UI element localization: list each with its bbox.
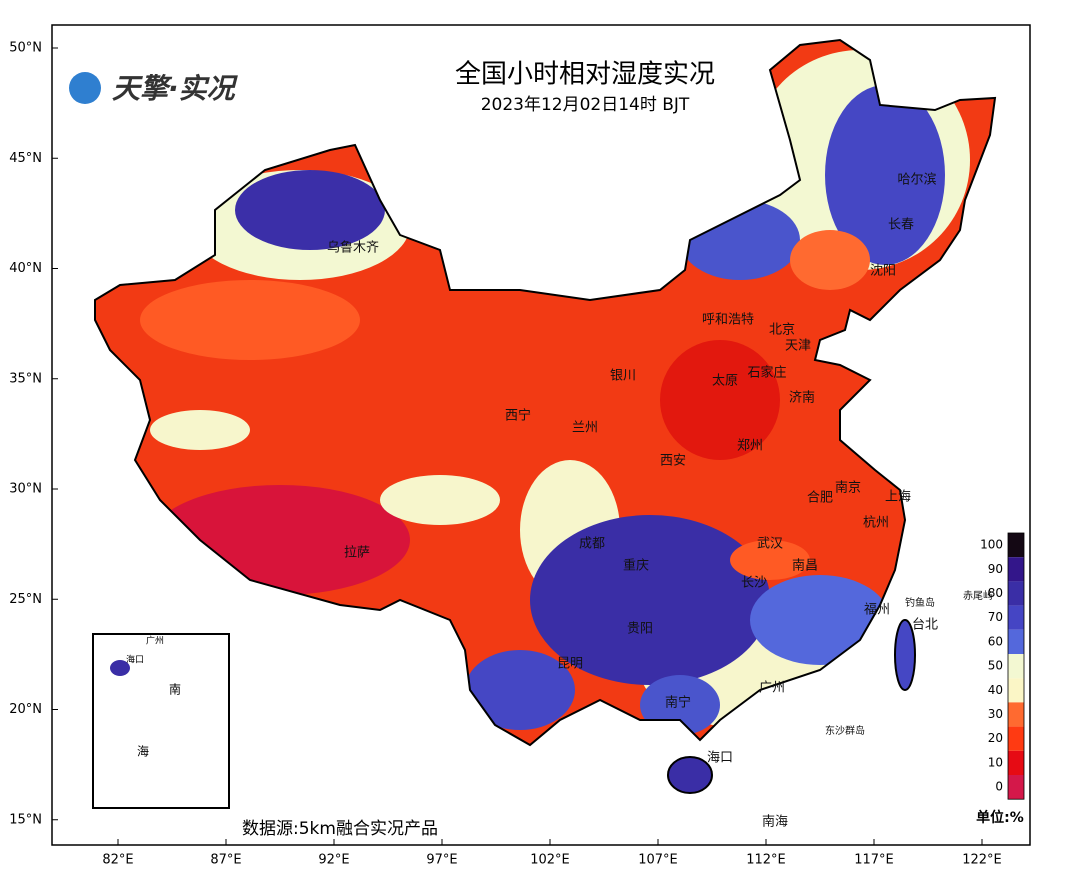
city-label: 广州 (759, 681, 785, 696)
city-label: 西宁 (505, 408, 531, 424)
logo: 天擎·实况 (112, 72, 239, 105)
colorbar-cell (1008, 775, 1024, 800)
city-label: 南京 (835, 480, 861, 496)
lat-tick-label: 20°N (9, 702, 42, 717)
lon-tick-label: 122°E (962, 853, 1002, 868)
colorbar-cell (1008, 533, 1024, 558)
lat-tick-label: 15°N (9, 812, 42, 827)
lon-tick-label: 102°E (530, 853, 570, 868)
inset-label: 海口 (126, 654, 144, 666)
city-label: 北京 (769, 323, 795, 338)
logo-icon (69, 72, 101, 104)
city-label: 台北 (912, 618, 938, 633)
lat-tick-label: 50°N (9, 41, 42, 56)
lon-tick-label: 92°E (318, 853, 349, 868)
city-label: 兰州 (572, 421, 598, 436)
colorbar-cell (1008, 750, 1024, 775)
city-label: 南海 (762, 814, 788, 830)
city-label: 南宁 (665, 695, 691, 711)
city-label: 呼和浩特 (702, 313, 754, 328)
city-label: 福州 (864, 603, 890, 618)
lon-tick-label: 87°E (210, 853, 241, 868)
city-label: 长沙 (741, 576, 767, 591)
city-label: 南昌 (792, 558, 818, 574)
colorbar-cell (1008, 605, 1024, 630)
city-label: 拉萨 (344, 546, 370, 561)
colorbar-cell (1008, 629, 1024, 654)
colorbar-cell (1008, 726, 1024, 751)
city-label: 郑州 (737, 439, 763, 454)
city-label: 乌鲁木齐 (327, 240, 379, 256)
city-label: 东沙群岛 (825, 724, 865, 737)
colorbar-cell (1008, 557, 1024, 582)
colorbar-tick-label: 70 (988, 610, 1003, 624)
city-label: 上海 (885, 490, 911, 505)
colorbar-cell (1008, 678, 1024, 703)
city-label: 长春 (888, 218, 914, 233)
inset-label: 南 (169, 682, 181, 697)
inset-island (110, 660, 130, 676)
city-label: 武汉 (757, 537, 783, 552)
city-label: 天津 (785, 339, 811, 354)
city-label: 赤尾屿 (963, 590, 993, 602)
lat-tick-label: 35°N (9, 371, 42, 386)
lon-tick-label: 97°E (426, 853, 457, 868)
city-label: 成都 (579, 537, 605, 552)
subtitle: 2023年12月02日14时 BJT (481, 95, 690, 115)
unit-label: 单位:% (976, 809, 1024, 826)
city-label: 钓鱼岛 (905, 596, 935, 609)
lon-tick-label: 117°E (854, 853, 894, 868)
city-label: 沈阳 (870, 264, 896, 279)
inset-frame (92, 633, 230, 809)
colorbar-tick-label: 50 (988, 659, 1003, 673)
colorbar-tick-label: 20 (988, 731, 1003, 745)
colorbar-tick-label: 60 (988, 634, 1003, 648)
city-label: 昆明 (557, 657, 583, 672)
city-label: 哈尔滨 (897, 172, 936, 188)
data-source: 数据源:5km融合实况产品 (242, 819, 438, 839)
city-label: 贵阳 (627, 622, 653, 637)
city-label: 银川 (610, 369, 636, 384)
colorbar-tick-label: 40 (988, 683, 1003, 697)
colorbar-tick-label: 10 (988, 755, 1003, 769)
colorbar-cell (1008, 654, 1024, 679)
city-label: 西安 (660, 454, 686, 469)
colorbar-cell (1008, 702, 1024, 727)
colorbar-frame (1007, 532, 1025, 800)
city-label: 济南 (789, 390, 815, 406)
lon-tick-label: 112°E (746, 853, 786, 868)
lon-tick-label: 82°E (102, 853, 133, 868)
colorbar-tick-label: 100 (980, 538, 1003, 552)
lat-tick-label: 30°N (9, 482, 42, 497)
colorbar-tick-label: 30 (988, 707, 1003, 721)
inset-label: 海 (137, 744, 149, 759)
city-label: 重庆 (623, 558, 649, 574)
colorbar-tick-label: 80 (988, 586, 1003, 600)
colorbar-tick-label: 0 (995, 780, 1003, 794)
colorbar-cell (1008, 581, 1024, 606)
lat-tick-label: 45°N (9, 151, 42, 166)
title: 全国小时相对湿度实况 (455, 60, 715, 90)
city-label: 太原 (712, 374, 738, 389)
lat-tick-label: 25°N (9, 592, 42, 607)
city-label: 海口 (707, 751, 733, 766)
inset-label: 广州 (146, 635, 164, 647)
city-label: 杭州 (863, 516, 889, 531)
colorbar-tick-label: 90 (988, 562, 1003, 576)
city-label: 合肥 (807, 491, 833, 506)
lon-tick-label: 107°E (638, 853, 678, 868)
lat-tick-label: 40°N (9, 261, 42, 276)
city-label: 石家庄 (747, 365, 786, 381)
